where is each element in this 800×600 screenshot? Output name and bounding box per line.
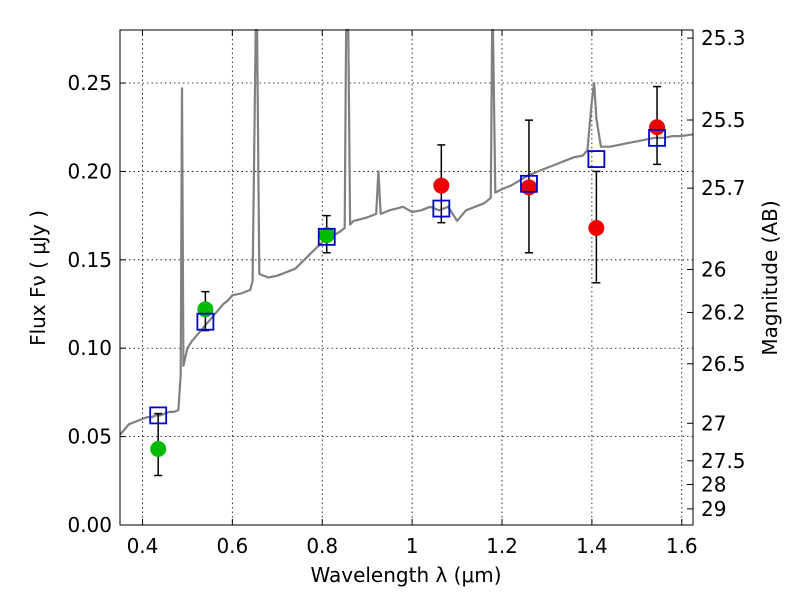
x-axis-label: Wavelength λ (μm) [310,563,501,587]
mag-tick-label: 25.5 [701,108,746,132]
y-axis-label: Flux Fν ( μJy ) [26,210,50,346]
axis-ticks [120,30,693,526]
data-point [588,220,605,236]
y-tick-label: 0.15 [67,248,112,272]
grid-lines [120,30,693,525]
y2-axis-label: Magnitude (AB) [758,200,782,355]
mag-tick-label: 26.5 [701,352,746,376]
tick-labels: 0.4 0.6 0.8 1 1.2 1.4 1.6 0.00 0.05 0.10 0.15 0.20 0… [67,26,745,558]
x-tick-label: 1.4 [576,534,608,558]
model-box [196,312,215,331]
y-tick-label: 0.25 [67,71,112,95]
mag-tick-label: 25.3 [701,26,746,50]
mag-tick-label: 25.7 [701,176,746,200]
y-tick-label: 0.10 [67,336,112,360]
x-tick-label: 0.6 [216,534,248,558]
model-box [587,150,606,168]
x-tick-label: 1 [406,534,419,558]
data-point [318,227,335,244]
plot-background [120,30,693,525]
model-box [520,174,538,193]
mag-tick-label: 27 [701,411,726,435]
data-point [649,119,666,136]
x-tick-label: 1.6 [666,534,698,558]
model-boxes [149,128,666,425]
mag-tick-label: 29 [701,497,726,521]
data-point [150,440,167,457]
x-tick-label: 1.2 [486,534,518,558]
mag-tick-label: 27.5 [701,449,746,473]
y-tick-label: 0.05 [67,425,112,449]
x-tick-label: 0.8 [306,534,338,558]
mag-tick-label: 26.2 [701,300,746,324]
model-box [648,128,666,147]
y-tick-label: 0.20 [67,159,112,183]
model-spectrum [119,28,694,436]
x-tick-label: 0.4 [127,534,159,558]
plot-frame [119,29,694,526]
spectrum-line [119,28,694,436]
mag-tick-label: 28 [701,473,726,497]
y-tick-label: 0.00 [67,513,112,537]
mag-tick-label: 26 [701,257,726,281]
model-box [149,406,168,425]
model-box [432,199,451,218]
data-point [433,177,450,194]
model-box [317,227,336,246]
